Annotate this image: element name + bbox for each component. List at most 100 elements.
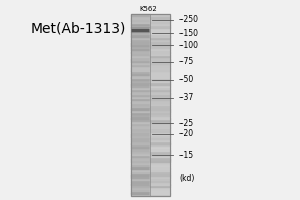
Bar [150, 150, 170, 153]
Bar [130, 111, 150, 114]
Bar [130, 64, 150, 66]
Bar [130, 59, 150, 62]
Bar [150, 186, 170, 189]
Bar [150, 184, 170, 187]
Bar [130, 182, 150, 185]
Bar [150, 73, 170, 75]
Bar [130, 70, 150, 73]
Bar [150, 155, 170, 157]
Bar [130, 155, 150, 157]
Bar [130, 73, 150, 75]
Bar [150, 50, 170, 53]
Bar [130, 100, 150, 103]
Bar [130, 136, 150, 139]
Bar [130, 177, 150, 180]
Bar [130, 118, 150, 121]
Bar [130, 75, 150, 78]
Bar [130, 98, 150, 100]
Bar [130, 86, 150, 89]
Bar [130, 127, 150, 130]
Bar [150, 136, 170, 139]
Bar [150, 89, 170, 91]
Bar [130, 77, 150, 80]
Bar [150, 34, 170, 37]
Bar [150, 59, 170, 62]
Bar [130, 14, 150, 16]
Bar [150, 159, 170, 162]
Bar [150, 68, 170, 71]
Bar [150, 77, 170, 80]
Bar [150, 130, 170, 132]
Bar [150, 171, 170, 173]
Bar [150, 180, 170, 182]
Bar [150, 96, 170, 98]
Bar [130, 48, 150, 50]
Bar [150, 141, 170, 144]
Bar [130, 45, 150, 48]
Bar [150, 173, 170, 176]
Bar [150, 175, 170, 178]
Bar [130, 125, 150, 128]
Bar [150, 177, 170, 180]
Bar [150, 36, 170, 39]
Bar [150, 121, 170, 123]
Bar [130, 116, 150, 119]
Bar [130, 23, 150, 25]
Bar [150, 157, 170, 160]
Bar [130, 68, 150, 71]
Bar [150, 30, 170, 32]
Bar [130, 57, 150, 60]
Bar [130, 134, 150, 137]
Bar [130, 36, 150, 39]
Bar [130, 184, 150, 187]
Bar [150, 152, 170, 155]
Bar [150, 18, 170, 21]
Bar [150, 80, 170, 82]
Bar [150, 66, 170, 69]
Bar [130, 164, 150, 166]
Bar [130, 32, 150, 34]
Bar [130, 130, 150, 132]
Bar [130, 93, 150, 96]
Bar [150, 118, 170, 121]
Bar [130, 30, 150, 32]
Bar [150, 98, 170, 100]
Text: --250: --250 [178, 16, 199, 24]
Bar [130, 166, 150, 169]
Bar [130, 80, 150, 82]
Bar [130, 180, 150, 182]
Bar [150, 14, 170, 16]
Bar [150, 164, 170, 166]
Bar [130, 43, 150, 46]
Bar [130, 34, 150, 37]
Bar [130, 96, 150, 98]
Text: --150: --150 [178, 28, 199, 38]
Bar [150, 39, 170, 41]
Bar [130, 132, 150, 135]
Bar [130, 152, 150, 155]
Bar [150, 61, 170, 64]
Bar [130, 18, 150, 21]
Bar [150, 27, 170, 30]
Bar [150, 123, 170, 125]
Text: Met(Ab-1313): Met(Ab-1313) [30, 22, 126, 36]
Bar [150, 146, 170, 148]
Bar [150, 143, 170, 146]
Bar [150, 166, 170, 169]
Bar [150, 100, 170, 103]
Bar [150, 114, 170, 116]
Bar [150, 75, 170, 78]
Text: --100: --100 [178, 40, 199, 49]
Text: --20: --20 [178, 130, 194, 139]
Bar [130, 123, 150, 125]
Bar [130, 25, 150, 28]
Bar [150, 93, 170, 96]
Bar [150, 102, 170, 105]
Bar [130, 173, 150, 176]
Bar [130, 189, 150, 191]
Bar [130, 121, 150, 123]
Bar [130, 193, 150, 196]
Bar [130, 89, 150, 91]
Bar [150, 48, 170, 50]
Bar [150, 64, 170, 66]
